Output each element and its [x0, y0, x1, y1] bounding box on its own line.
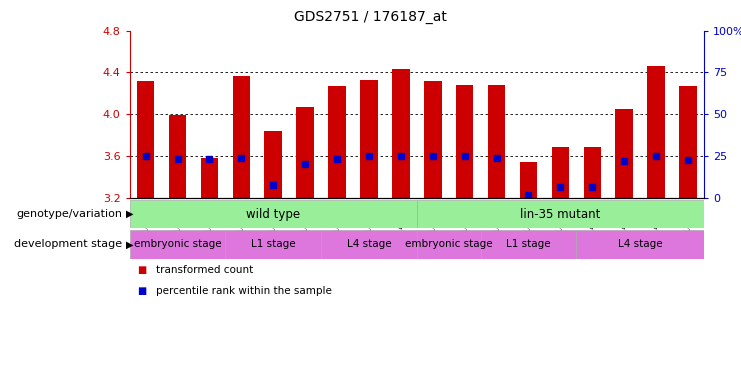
Text: ▶: ▶ — [126, 209, 133, 219]
Text: lin-35 mutant: lin-35 mutant — [520, 208, 600, 220]
Bar — [583, 147, 601, 198]
Bar — [551, 147, 569, 198]
Bar — [679, 86, 697, 198]
Bar — [201, 158, 218, 198]
Bar — [519, 162, 537, 198]
Bar — [648, 66, 665, 198]
Text: embryonic stage: embryonic stage — [405, 239, 493, 250]
Bar — [360, 80, 378, 198]
Bar — [424, 81, 442, 198]
Bar — [321, 230, 416, 259]
Bar — [576, 230, 704, 259]
Bar — [488, 85, 505, 198]
Text: L1 stage: L1 stage — [251, 239, 296, 250]
Bar — [416, 200, 704, 228]
Text: embryonic stage: embryonic stage — [133, 239, 222, 250]
Bar — [169, 115, 186, 198]
Text: ▶: ▶ — [126, 239, 133, 250]
Text: ■: ■ — [137, 286, 146, 296]
Text: percentile rank within the sample: percentile rank within the sample — [156, 286, 331, 296]
Text: development stage: development stage — [14, 239, 122, 250]
Text: wild type: wild type — [246, 208, 300, 220]
Bar — [225, 230, 321, 259]
Bar — [416, 230, 481, 259]
Text: L4 stage: L4 stage — [618, 239, 662, 250]
Text: genotype/variation: genotype/variation — [16, 209, 122, 219]
Bar — [265, 131, 282, 198]
Bar — [137, 81, 154, 198]
Text: L1 stage: L1 stage — [506, 239, 551, 250]
Text: ■: ■ — [137, 265, 146, 275]
Bar — [392, 70, 410, 198]
Bar — [328, 86, 346, 198]
Bar — [130, 200, 416, 228]
Bar — [616, 109, 633, 198]
Text: transformed count: transformed count — [156, 265, 253, 275]
Bar — [296, 107, 314, 198]
Bar — [233, 76, 250, 198]
Bar — [456, 85, 473, 198]
Bar — [130, 230, 225, 259]
Text: GDS2751 / 176187_at: GDS2751 / 176187_at — [294, 10, 447, 23]
Text: L4 stage: L4 stage — [347, 239, 391, 250]
Bar — [481, 230, 576, 259]
